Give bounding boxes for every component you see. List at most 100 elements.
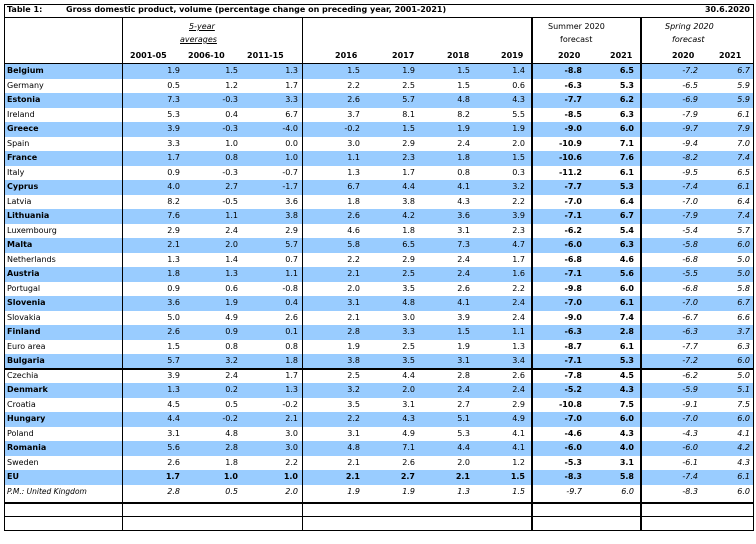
- value-cell: 2.0: [347, 283, 360, 293]
- table-row: Romania 5.6 2.8 3.0 4.8 7.1 4.4 4.1 -6.0 4.0 -6.0 4…: [4, 441, 754, 456]
- value-cell: 7.5: [737, 399, 750, 409]
- value-cell: 3.3: [364, 325, 419, 340]
- country-cell: Greece: [4, 122, 122, 137]
- value-cell: 1.7: [285, 80, 298, 90]
- value-cell: -5.5: [638, 267, 702, 282]
- value-cell: -7.7: [529, 93, 586, 108]
- value-cell: 1.9: [122, 64, 184, 79]
- value-cell: -4.3: [682, 428, 698, 438]
- col-header-2017: 2017: [392, 51, 415, 60]
- value-cell: 2.8: [457, 370, 470, 380]
- value-cell: -6.8: [682, 283, 698, 293]
- value-cell: 6.3: [619, 109, 634, 119]
- table-row: Greece 3.9 -0.3 -4.0 -0.2 1.5 1.9 1.9 -9.0 6.0 -9.…: [4, 122, 754, 137]
- value-cell: 4.3: [364, 412, 419, 427]
- value-cell: 2.6: [302, 93, 364, 108]
- value-cell: 1.8: [419, 151, 474, 166]
- value-cell: 2.2: [347, 80, 360, 90]
- value-cell: 3.2: [474, 180, 529, 195]
- value-cell: 4.4: [402, 370, 415, 380]
- country-cell: Euro area: [7, 341, 46, 351]
- value-cell: 7.6: [586, 151, 638, 166]
- value-cell: 5.8: [302, 238, 364, 253]
- value-cell: 5.7: [364, 93, 419, 108]
- gdp-data-table: Belgium 1.9 1.5 1.3 1.5 1.9 1.5 1.4 -8.8 6.5 -7.2 6…: [4, 64, 754, 499]
- value-cell: 4.8: [419, 93, 474, 108]
- value-cell: 1.5: [419, 64, 474, 79]
- country-cell: Romania: [4, 441, 122, 456]
- value-cell: 2.0: [364, 383, 419, 398]
- value-cell: 2.4: [457, 138, 470, 148]
- value-cell: 0.0: [285, 138, 298, 148]
- value-cell: 2.2: [285, 457, 298, 467]
- value-cell: 6.0: [702, 238, 754, 253]
- country-cell: Spain: [7, 138, 30, 148]
- value-cell: 2.2: [302, 412, 364, 427]
- rule-before-summer: [531, 17, 533, 531]
- value-cell: 2.0: [285, 486, 298, 496]
- value-cell: 0.4: [225, 109, 238, 119]
- value-cell: 2.5: [364, 267, 419, 282]
- col-header-2006-10: 2006-10: [188, 51, 225, 60]
- value-cell: 0.9: [167, 167, 180, 177]
- value-cell: 1.0: [184, 470, 242, 485]
- value-cell: 3.1: [619, 457, 634, 467]
- col-header-2011-15: 2011-15: [247, 51, 284, 60]
- value-cell: -6.7: [682, 312, 698, 322]
- col-header-2019: 2019: [501, 51, 524, 60]
- value-cell: 3.5: [364, 354, 419, 369]
- table-row: France 1.7 0.8 1.0 1.1 2.3 1.8 1.5 -10.6 7.6 -8.2 7…: [4, 151, 754, 166]
- value-cell: -7.0: [638, 412, 702, 427]
- table-row: Finland 2.6 0.9 0.1 2.8 3.3 1.5 1.1 -6.3 2.8 -6.3 3…: [4, 325, 754, 340]
- value-cell: 1.5: [167, 341, 180, 351]
- value-cell: 3.2: [184, 354, 242, 369]
- value-cell: 5.5: [512, 109, 525, 119]
- value-cell: 3.3: [242, 93, 302, 108]
- value-cell: 1.1: [184, 209, 242, 224]
- value-cell: -0.7: [282, 167, 298, 177]
- value-cell: 0.8: [184, 151, 242, 166]
- value-cell: -8.3: [682, 486, 698, 496]
- value-cell: 6.7: [302, 180, 364, 195]
- value-cell: 2.4: [419, 383, 474, 398]
- value-cell: 1.9: [347, 341, 360, 351]
- value-cell: 6.7: [702, 296, 754, 311]
- value-cell: 6.4: [619, 196, 634, 206]
- value-cell: -5.9: [638, 383, 702, 398]
- value-cell: 3.0: [347, 138, 360, 148]
- value-cell: -7.0: [529, 296, 586, 311]
- value-cell: 1.1: [474, 325, 529, 340]
- value-cell: 0.5: [225, 486, 238, 496]
- table-row: Estonia 7.3 -0.3 3.3 2.6 5.7 4.8 4.3 -7.7 6.2 -6.9…: [4, 93, 754, 108]
- value-cell: -7.9: [638, 209, 702, 224]
- value-cell: -10.8: [558, 399, 582, 409]
- summer-forecast-label-line1: Summer 2020: [548, 22, 605, 31]
- value-cell: 4.4: [364, 180, 419, 195]
- value-cell: -8.8: [529, 64, 586, 79]
- table-row: Poland 3.1 4.8 3.0 3.1 4.9 5.3 4.1 -4.6 4.3 -4.3 4.…: [4, 427, 754, 442]
- value-cell: 1.0: [225, 138, 238, 148]
- value-cell: 6.7: [586, 209, 638, 224]
- value-cell: -6.9: [638, 93, 702, 108]
- table-row: Italy 0.9 -0.3 -0.7 1.3 1.7 0.8 0.3 -11.2 6.1 -9.5…: [4, 166, 754, 181]
- value-cell: 3.9: [474, 209, 529, 224]
- value-cell: 2.4: [474, 383, 529, 398]
- value-cell: -7.0: [529, 412, 586, 427]
- table-date: 30.6.2020: [704, 5, 750, 14]
- country-cell: Bulgaria: [4, 354, 122, 369]
- value-cell: -9.0: [529, 122, 586, 137]
- table-row: Slovakia 5.0 4.9 2.6 2.1 3.0 3.9 2.4 -9.0 7.4 -6.7…: [4, 311, 754, 326]
- table-row: Euro area 1.5 0.8 0.8 1.9 2.5 1.9 1.3 -8.7 6.1 -7.…: [4, 340, 754, 355]
- value-cell: 3.9: [122, 122, 184, 137]
- value-cell: 2.3: [512, 225, 525, 235]
- value-cell: 2.1: [302, 470, 364, 485]
- value-cell: 3.1: [419, 354, 474, 369]
- value-cell: 1.3: [167, 254, 180, 264]
- value-cell: 2.9: [512, 399, 525, 409]
- value-cell: 0.8: [225, 341, 238, 351]
- value-cell: 2.6: [457, 283, 470, 293]
- value-cell: -6.0: [529, 441, 586, 456]
- value-cell: 0.1: [242, 325, 302, 340]
- value-cell: 2.8: [302, 325, 364, 340]
- value-cell: 1.3: [184, 267, 242, 282]
